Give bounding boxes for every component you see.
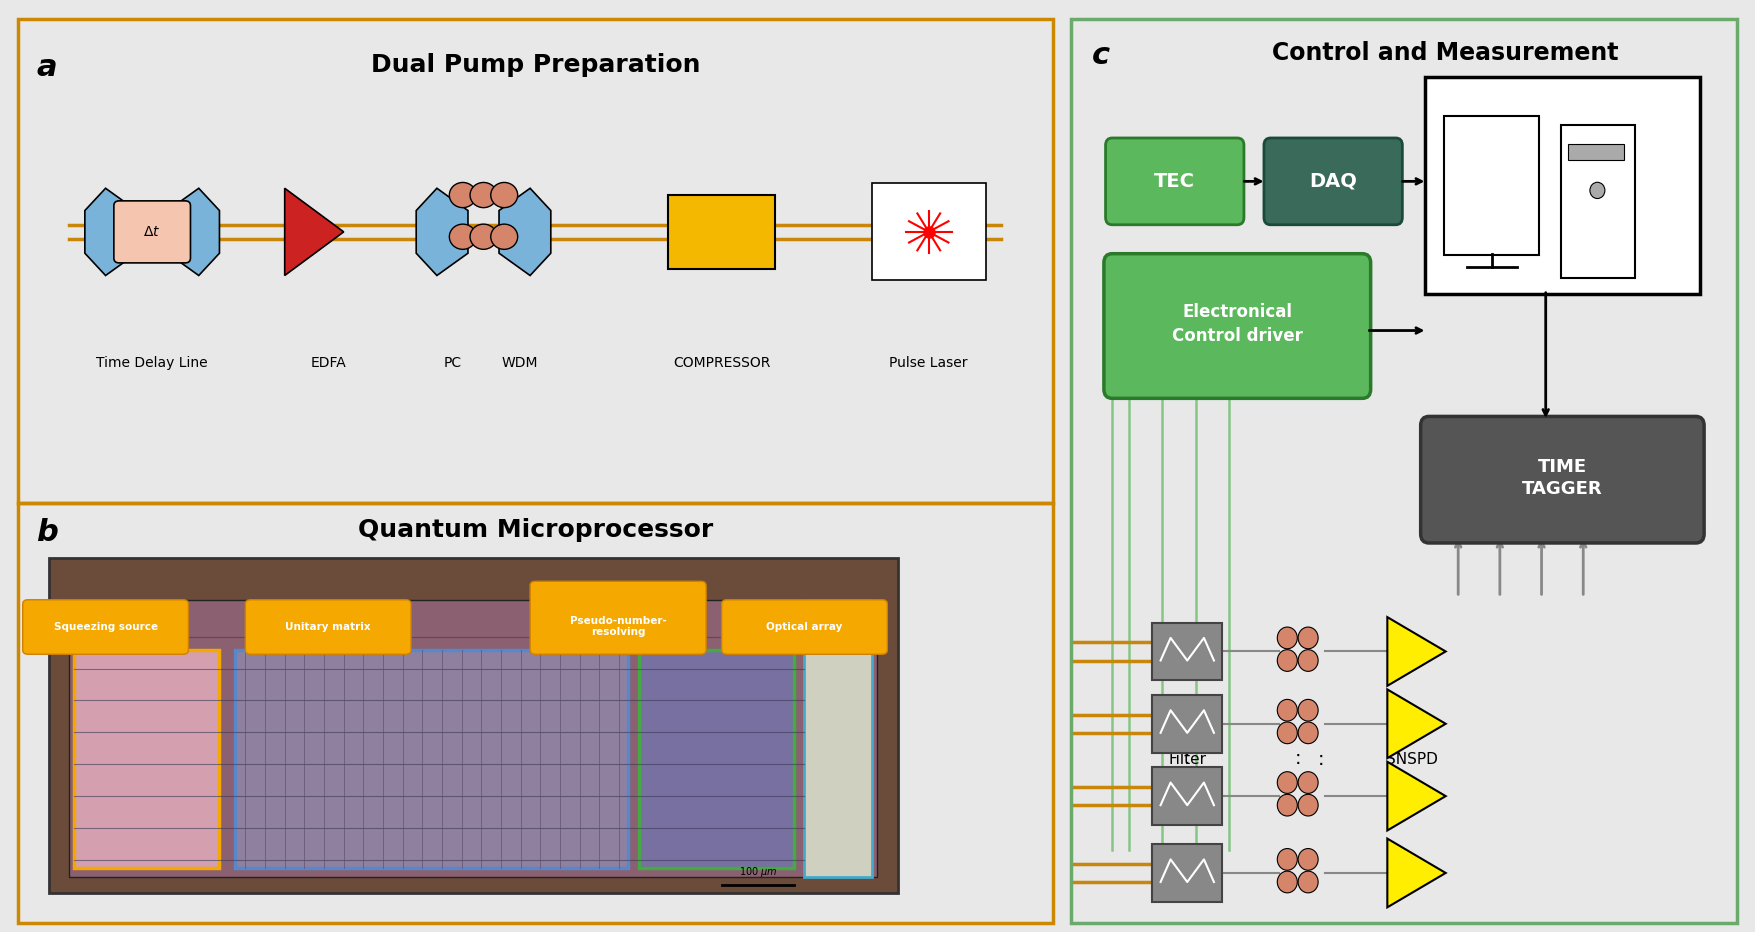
Circle shape [1299, 722, 1318, 744]
Text: Optical array: Optical array [767, 622, 842, 632]
Text: TIME
TAGGER: TIME TAGGER [1522, 458, 1602, 498]
Text: a: a [37, 52, 56, 82]
Polygon shape [1386, 839, 1446, 908]
Circle shape [1278, 627, 1297, 649]
Text: Pulse Laser: Pulse Laser [890, 356, 969, 370]
FancyBboxPatch shape [114, 201, 191, 263]
FancyBboxPatch shape [1444, 116, 1539, 255]
Circle shape [470, 183, 497, 208]
Text: PC: PC [444, 356, 462, 370]
FancyBboxPatch shape [1153, 623, 1221, 680]
Polygon shape [1386, 690, 1446, 758]
FancyBboxPatch shape [1104, 254, 1371, 398]
Text: TEC: TEC [1155, 171, 1195, 191]
Text: Time Delay Line: Time Delay Line [97, 356, 209, 370]
FancyBboxPatch shape [1425, 77, 1701, 295]
Circle shape [1299, 871, 1318, 893]
FancyBboxPatch shape [70, 600, 878, 876]
FancyBboxPatch shape [49, 557, 899, 893]
Circle shape [1299, 650, 1318, 671]
Text: :: : [1185, 748, 1190, 768]
Text: 100 $\mu m$: 100 $\mu m$ [739, 865, 777, 879]
Polygon shape [416, 188, 469, 276]
FancyBboxPatch shape [804, 600, 872, 876]
Circle shape [1278, 871, 1297, 893]
FancyBboxPatch shape [530, 582, 706, 654]
Polygon shape [1386, 761, 1446, 830]
Circle shape [1299, 772, 1318, 793]
Circle shape [491, 183, 518, 208]
FancyBboxPatch shape [1153, 695, 1221, 753]
FancyBboxPatch shape [1422, 417, 1704, 543]
Text: Squeezing source: Squeezing source [53, 622, 158, 632]
Text: DAQ: DAQ [1309, 171, 1357, 191]
FancyBboxPatch shape [1264, 138, 1402, 225]
Circle shape [1299, 699, 1318, 721]
Circle shape [1299, 848, 1318, 870]
Polygon shape [84, 188, 137, 276]
Polygon shape [498, 188, 551, 276]
Text: :: : [1318, 750, 1323, 770]
FancyBboxPatch shape [23, 600, 188, 654]
FancyBboxPatch shape [1569, 144, 1623, 159]
Circle shape [1278, 722, 1297, 744]
Circle shape [470, 224, 497, 250]
Text: c: c [1092, 41, 1109, 70]
Circle shape [1278, 699, 1297, 721]
FancyBboxPatch shape [721, 600, 888, 654]
Text: Control and Measurement: Control and Measurement [1272, 41, 1618, 65]
Text: WDM: WDM [502, 356, 539, 370]
Text: COMPRESSOR: COMPRESSOR [672, 356, 770, 370]
FancyBboxPatch shape [246, 600, 411, 654]
Text: SNSPD: SNSPD [1386, 752, 1439, 767]
Circle shape [1278, 650, 1297, 671]
Text: Dual Pump Preparation: Dual Pump Preparation [370, 52, 700, 76]
FancyBboxPatch shape [1153, 844, 1221, 902]
Circle shape [1278, 794, 1297, 816]
Circle shape [1299, 794, 1318, 816]
Polygon shape [1386, 617, 1446, 686]
Circle shape [1278, 772, 1297, 793]
Text: Quantum Microprocessor: Quantum Microprocessor [358, 518, 713, 542]
Text: $\Delta t$: $\Delta t$ [144, 225, 161, 239]
Circle shape [1590, 183, 1604, 199]
Text: Filter: Filter [1169, 752, 1206, 767]
FancyBboxPatch shape [235, 651, 628, 869]
Circle shape [491, 224, 518, 250]
Circle shape [1278, 848, 1297, 870]
FancyBboxPatch shape [74, 651, 219, 869]
Circle shape [449, 224, 476, 250]
FancyBboxPatch shape [1106, 138, 1244, 225]
Text: Unitary matrix: Unitary matrix [286, 622, 370, 632]
Text: :: : [1295, 748, 1302, 768]
Text: Pseudo-number-
resolving: Pseudo-number- resolving [570, 616, 667, 637]
Text: EDFA: EDFA [311, 356, 346, 370]
FancyBboxPatch shape [639, 651, 793, 869]
FancyBboxPatch shape [872, 184, 986, 281]
Text: b: b [37, 518, 58, 547]
Polygon shape [168, 188, 219, 276]
FancyBboxPatch shape [1153, 767, 1221, 825]
FancyBboxPatch shape [1560, 125, 1636, 278]
Circle shape [449, 183, 476, 208]
FancyBboxPatch shape [669, 195, 776, 268]
Polygon shape [284, 188, 344, 276]
Circle shape [1299, 627, 1318, 649]
Text: Electronical
Control driver: Electronical Control driver [1172, 304, 1302, 345]
